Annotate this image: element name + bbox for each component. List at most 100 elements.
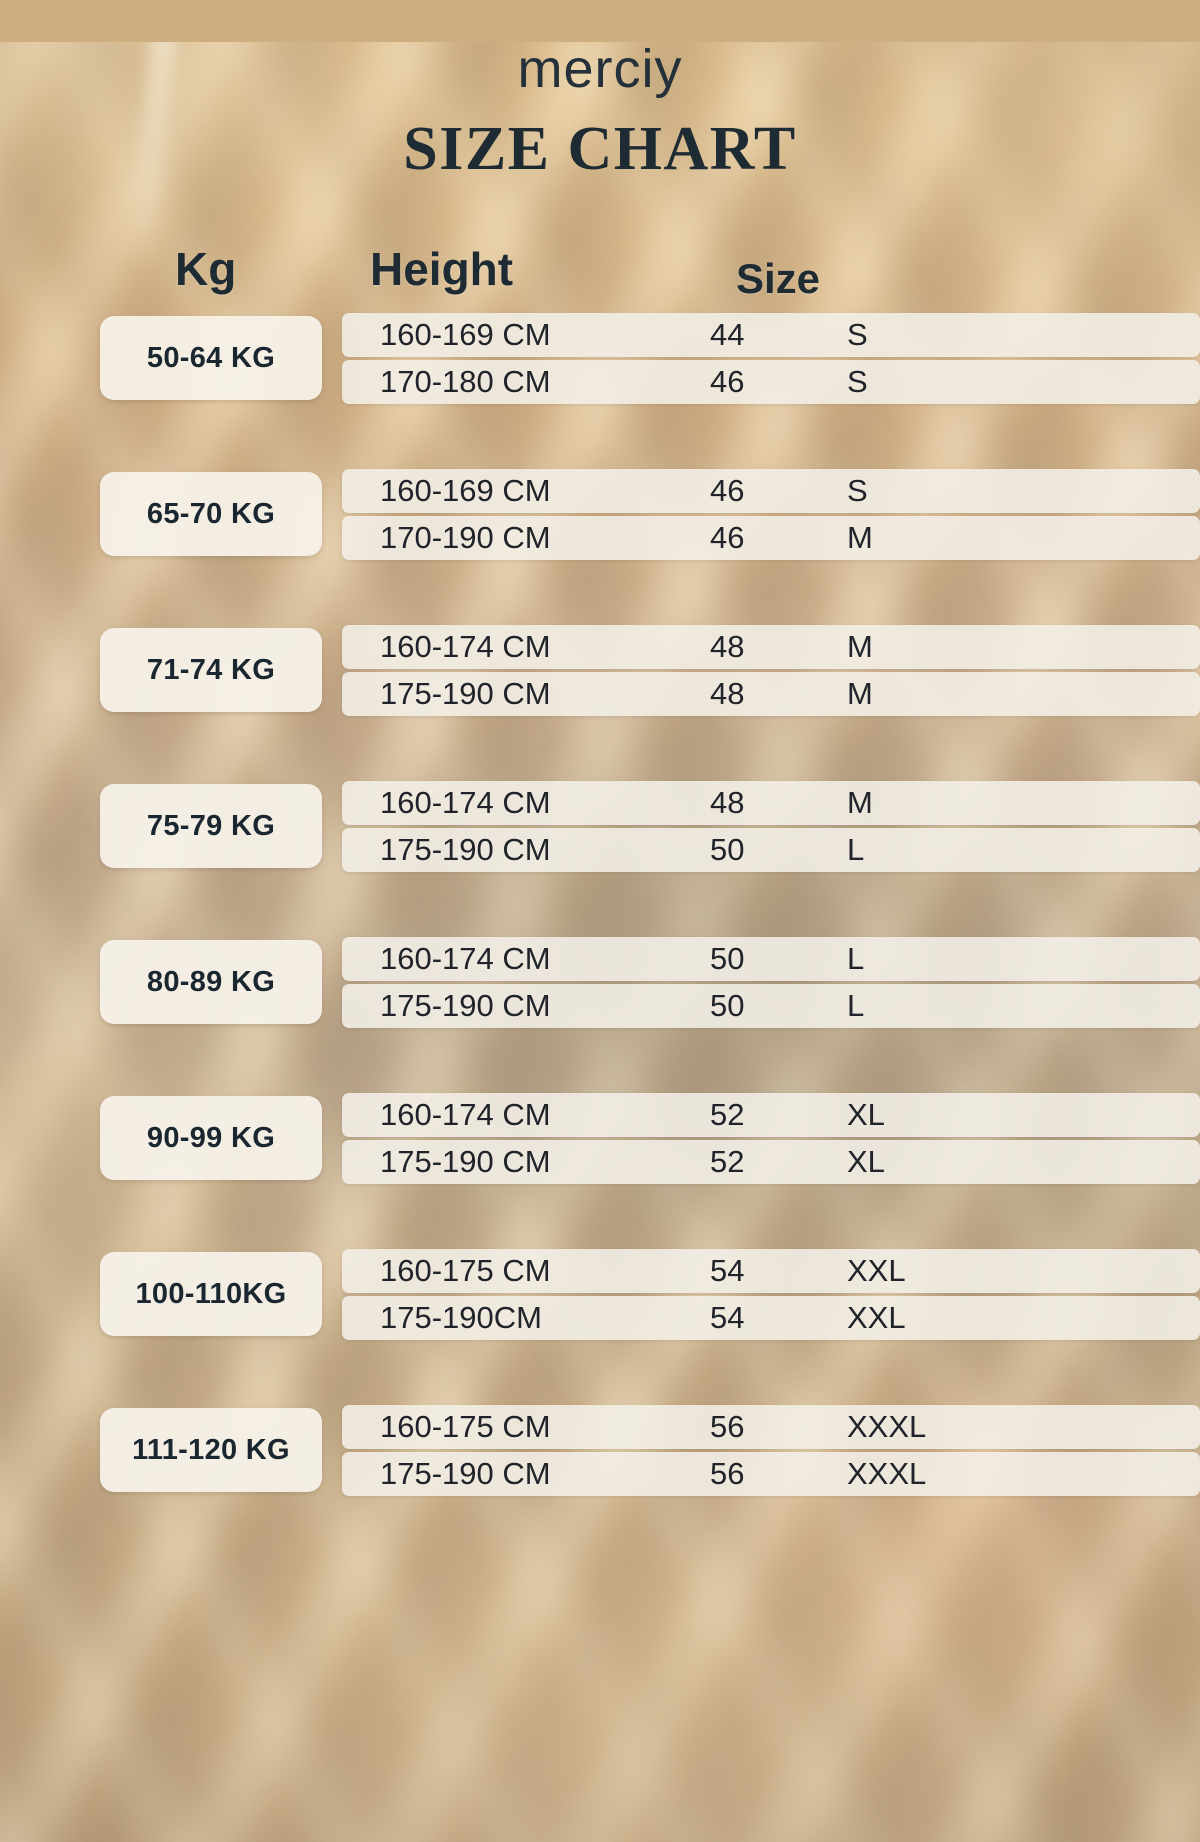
- cell-numeric-size: 46: [710, 363, 745, 399]
- table-row: 160-174 CM 48 M: [342, 624, 1200, 669]
- cell-numeric-size: 56: [710, 1408, 745, 1444]
- cell-letter-size: L: [847, 831, 865, 867]
- cell-height: 175-190 CM: [380, 831, 551, 867]
- weight-chip: 65-70 KG: [100, 472, 322, 556]
- table-row: 160-174 CM 50 L: [342, 936, 1200, 981]
- cell-letter-size: L: [847, 987, 865, 1023]
- weight-chip: 111-120 KG: [100, 1408, 322, 1492]
- table-row: 170-180 CM 46 S: [342, 359, 1200, 404]
- weight-group: 90-99 KG 160-174 CM 52 XL 175-190 CM 52 XL: [0, 1090, 1200, 1186]
- group-rows: 160-174 CM 50 L 175-190 CM 50 L: [342, 936, 1200, 1028]
- cell-numeric-size: 46: [710, 472, 745, 508]
- brand-name: merciy: [517, 39, 683, 99]
- weight-label: 100-110KG: [135, 1277, 287, 1310]
- size-chart-page: merciy SIZE CHART Kg Height Size 50-64 K…: [0, 42, 1200, 1842]
- cell-numeric-size: 48: [710, 628, 745, 664]
- cell-height: 160-174 CM: [380, 1096, 551, 1132]
- weight-group: 111-120 KG 160-175 CM 56 XXXL 175-190 CM 56 XX…: [0, 1402, 1200, 1498]
- weight-group: 50-64 KG 160-169 CM 44 S 170-180 CM 46 S: [0, 310, 1200, 406]
- cell-height: 175-190CM: [380, 1299, 542, 1335]
- cell-numeric-size: 56: [710, 1455, 745, 1491]
- group-rows: 160-174 CM 48 M 175-190 CM 50 L: [342, 780, 1200, 872]
- cell-numeric-size: 54: [710, 1299, 745, 1335]
- cell-height: 170-190 CM: [380, 519, 551, 555]
- cell-height: 160-169 CM: [380, 316, 551, 352]
- table-row: 170-190 CM 46 M: [342, 515, 1200, 560]
- cell-numeric-size: 50: [710, 831, 745, 867]
- weight-label: 90-99 KG: [146, 1121, 276, 1154]
- group-rows: 160-175 CM 54 XXL 175-190CM 54 XXL: [342, 1248, 1200, 1340]
- table-row: 175-190 CM 52 XL: [342, 1139, 1200, 1184]
- table-row: 175-190 CM 48 M: [342, 671, 1200, 716]
- cell-height: 175-190 CM: [380, 1143, 551, 1179]
- cell-numeric-size: 44: [710, 316, 745, 352]
- page-title: SIZE CHART: [403, 115, 797, 183]
- weight-group: 80-89 KG 160-174 CM 50 L 175-190 CM 50 L: [0, 934, 1200, 1030]
- table-row: 160-175 CM 56 XXXL: [342, 1404, 1200, 1449]
- weight-group: 65-70 KG 160-169 CM 46 S 170-190 CM 46 M: [0, 466, 1200, 562]
- weight-group: 75-79 KG 160-174 CM 48 M 175-190 CM 50 L: [0, 778, 1200, 874]
- cell-numeric-size: 46: [710, 519, 745, 555]
- cell-letter-size: XXXL: [847, 1408, 927, 1444]
- cell-letter-size: XXL: [847, 1252, 906, 1288]
- table-row: 175-190CM 54 XXL: [342, 1295, 1200, 1340]
- cell-height: 160-175 CM: [380, 1408, 551, 1444]
- cell-letter-size: M: [847, 519, 873, 555]
- header-kg: Kg: [175, 243, 237, 295]
- cell-height: 160-169 CM: [380, 472, 551, 508]
- cell-numeric-size: 52: [710, 1096, 745, 1132]
- cell-letter-size: S: [847, 472, 868, 508]
- cell-height: 175-190 CM: [380, 1455, 551, 1491]
- weight-label: 65-70 KG: [146, 497, 276, 530]
- group-rows: 160-169 CM 46 S 170-190 CM 46 M: [342, 468, 1200, 560]
- group-rows: 160-169 CM 44 S 170-180 CM 46 S: [342, 312, 1200, 404]
- cell-letter-size: M: [847, 628, 873, 664]
- cell-letter-size: M: [847, 784, 873, 820]
- weight-chip: 100-110KG: [100, 1252, 322, 1336]
- cell-numeric-size: 54: [710, 1252, 745, 1288]
- weight-group: 100-110KG 160-175 CM 54 XXL 175-190CM 54 XXL: [0, 1246, 1200, 1342]
- cell-letter-size: M: [847, 675, 873, 711]
- cell-numeric-size: 50: [710, 987, 745, 1023]
- weight-label: 71-74 KG: [146, 653, 276, 686]
- cell-numeric-size: 52: [710, 1143, 745, 1179]
- cell-letter-size: S: [847, 316, 868, 352]
- cell-height: 175-190 CM: [380, 987, 551, 1023]
- table-row: 160-174 CM 48 M: [342, 780, 1200, 825]
- cell-height: 160-175 CM: [380, 1252, 551, 1288]
- weight-label: 111-120 KG: [132, 1433, 290, 1466]
- cell-letter-size: XXL: [847, 1299, 906, 1335]
- weight-group: 71-74 KG 160-174 CM 48 M 175-190 CM 48 M: [0, 622, 1200, 718]
- cell-letter-size: XL: [847, 1096, 885, 1132]
- weight-chip: 50-64 KG: [100, 316, 322, 400]
- cell-numeric-size: 50: [710, 940, 745, 976]
- cell-letter-size: S: [847, 363, 868, 399]
- cell-height: 160-174 CM: [380, 784, 551, 820]
- table-row: 160-174 CM 52 XL: [342, 1092, 1200, 1137]
- weight-chip: 80-89 KG: [100, 940, 322, 1024]
- group-rows: 160-175 CM 56 XXXL 175-190 CM 56 XXXL: [342, 1404, 1200, 1496]
- weight-chip: 71-74 KG: [100, 628, 322, 712]
- group-rows: 160-174 CM 48 M 175-190 CM 48 M: [342, 624, 1200, 716]
- table-row: 160-169 CM 44 S: [342, 312, 1200, 357]
- cell-height: 175-190 CM: [380, 675, 551, 711]
- weight-chip: 75-79 KG: [100, 784, 322, 868]
- weight-label: 50-64 KG: [146, 341, 276, 374]
- weight-label: 75-79 KG: [146, 809, 276, 842]
- column-headers: Kg Height Size: [0, 232, 1200, 308]
- cell-numeric-size: 48: [710, 784, 745, 820]
- cell-letter-size: L: [847, 940, 865, 976]
- cell-letter-size: XL: [847, 1143, 885, 1179]
- cell-height: 160-174 CM: [380, 628, 551, 664]
- cell-numeric-size: 48: [710, 675, 745, 711]
- cell-height: 160-174 CM: [380, 940, 551, 976]
- table-row: 160-175 CM 54 XXL: [342, 1248, 1200, 1293]
- weight-chip: 90-99 KG: [100, 1096, 322, 1180]
- cell-letter-size: XXXL: [847, 1455, 927, 1491]
- cell-height: 170-180 CM: [380, 363, 551, 399]
- table-row: 175-190 CM 50 L: [342, 983, 1200, 1028]
- header-size: Size: [736, 255, 821, 302]
- table-row: 175-190 CM 56 XXXL: [342, 1451, 1200, 1496]
- header-height: Height: [370, 243, 514, 295]
- weight-label: 80-89 KG: [146, 965, 276, 998]
